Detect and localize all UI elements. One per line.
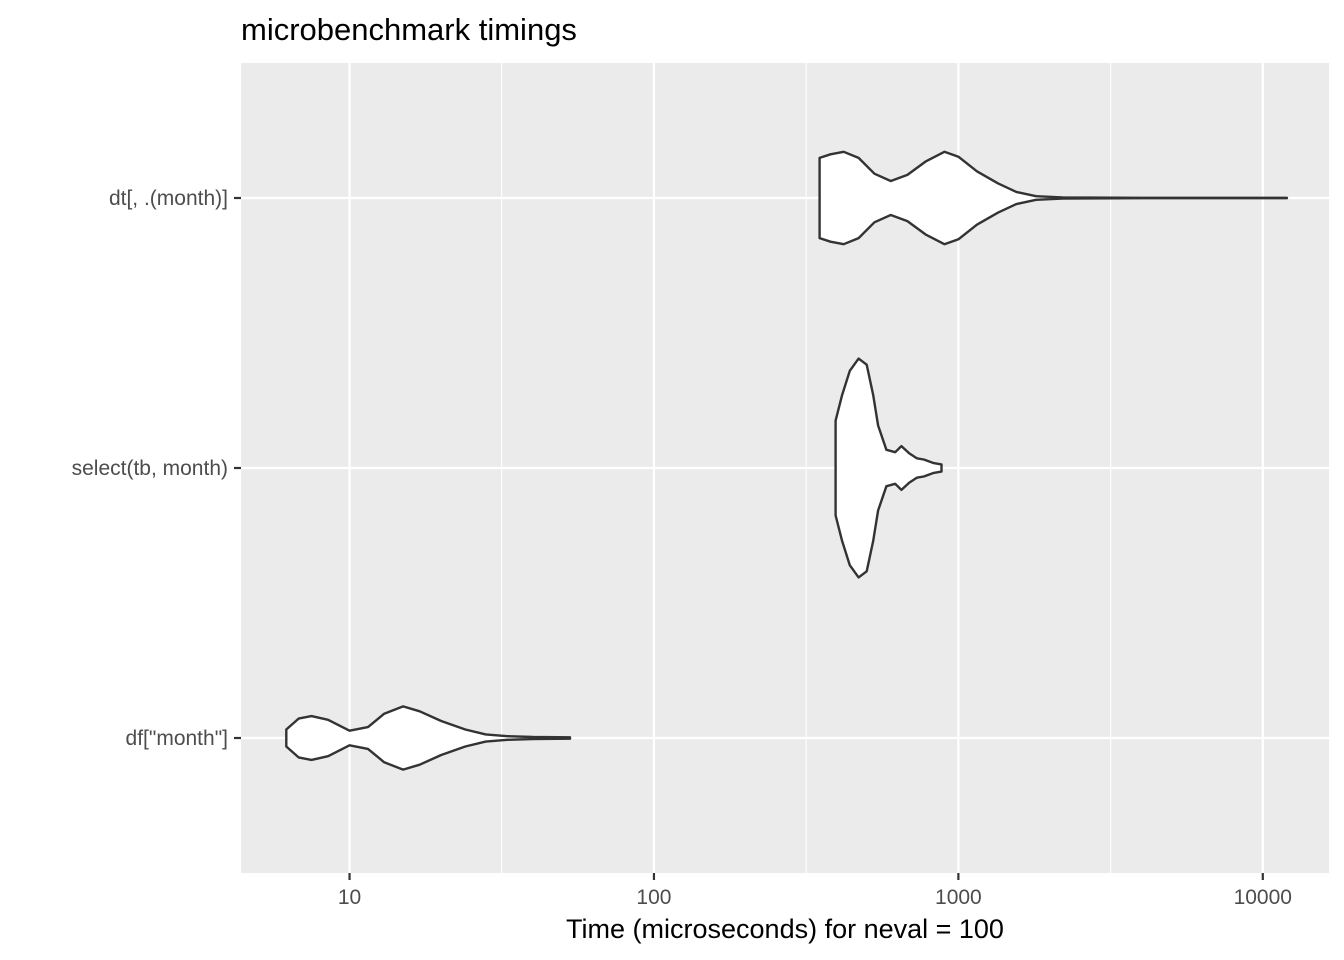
y-tick-label: select(tb, month) xyxy=(72,457,228,480)
x-tick-label: 100 xyxy=(636,886,671,909)
chart-title: microbenchmark timings xyxy=(241,12,577,47)
violin xyxy=(818,150,1289,246)
x-tick-label: 1000 xyxy=(935,886,982,909)
y-tick-label: df["month"] xyxy=(126,727,228,750)
x-tick-label: 10000 xyxy=(1234,886,1292,909)
violin xyxy=(834,357,943,579)
y-axis: df["month"] select(tb, month) dt[, .(month… xyxy=(72,187,241,750)
y-tick-label: dt[, .(month)] xyxy=(109,187,228,210)
violin xyxy=(285,705,572,771)
x-tick-label: 10 xyxy=(338,886,361,909)
x-axis: 10 100 1000 10000 xyxy=(338,873,1292,909)
x-axis-title: Time (microseconds) for neval = 100 xyxy=(566,914,1004,944)
violins xyxy=(285,150,1289,771)
